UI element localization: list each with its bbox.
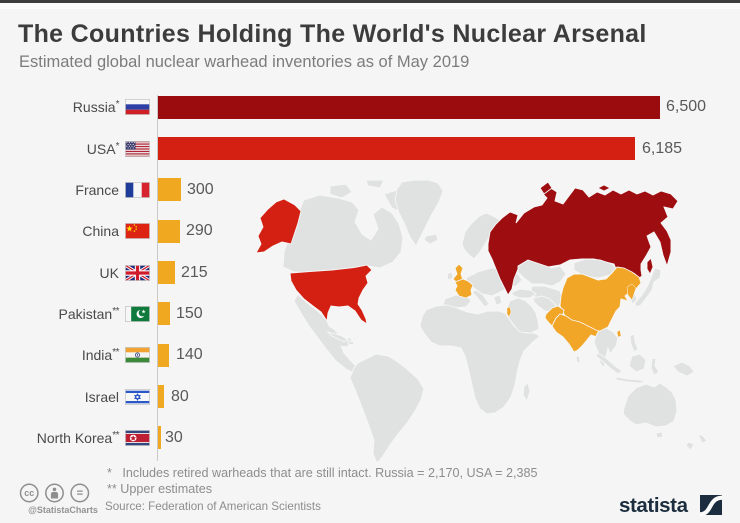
svg-text:cc: cc xyxy=(24,488,34,498)
svg-text:statista: statista xyxy=(619,494,689,517)
svg-text:=: = xyxy=(77,488,83,500)
